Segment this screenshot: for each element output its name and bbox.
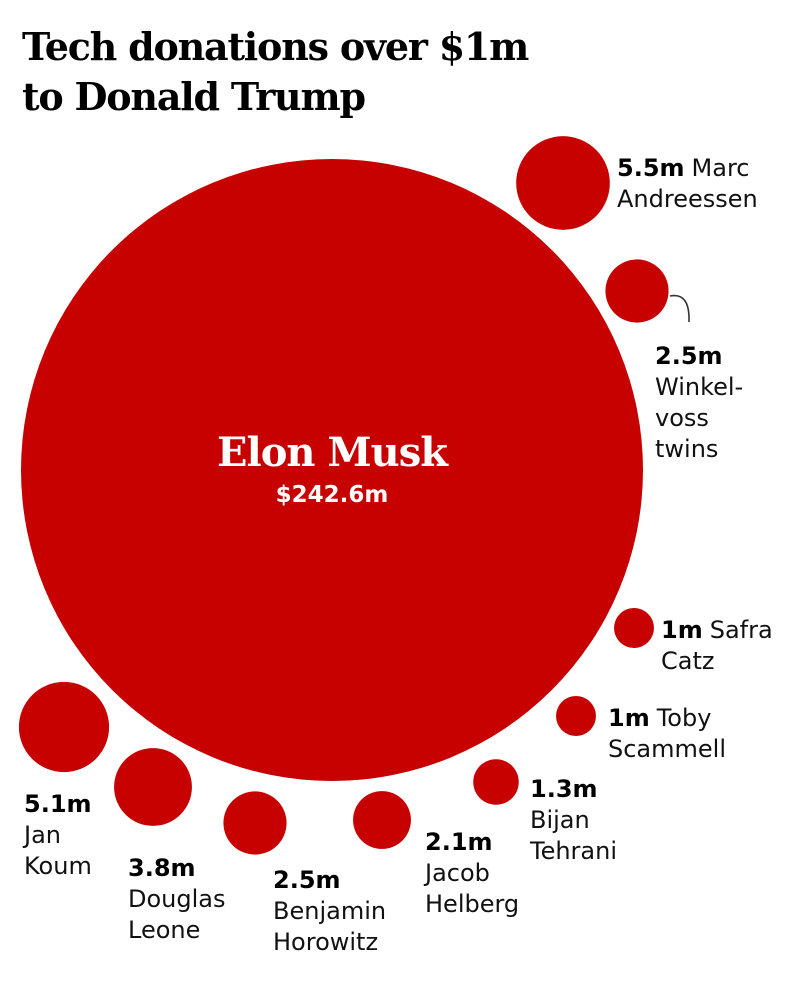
bubble-label-name-douglas-leone: Leone bbox=[128, 916, 200, 944]
bubble-label-jan-koum: 5.1m Jan Koum bbox=[22, 790, 92, 880]
bubble-label-amount-marc-andreessen: 5.5m bbox=[617, 154, 685, 182]
bubble-label-amount-bijan-tehrani: 1.3m bbox=[530, 775, 598, 803]
bubble-label-name-marc-andreessen: Marc bbox=[692, 154, 750, 182]
bubble-douglas-leone bbox=[114, 748, 192, 826]
title-line-1: Tech donations over $1m bbox=[22, 24, 529, 69]
bubble-label-name-bijan-tehrani: Bijan bbox=[530, 806, 590, 834]
bubble-label-name-elon-musk: Elon Musk bbox=[217, 429, 449, 476]
leader-line-winklevoss-twins bbox=[669, 294, 690, 323]
bubble-label-amount-jacob-helberg: 2.1m bbox=[425, 828, 493, 856]
bubble-jacob-helberg bbox=[353, 791, 411, 849]
bubble-safra-catz bbox=[614, 608, 654, 648]
bubble-label-amount-toby-scammell: 1m bbox=[608, 704, 650, 732]
bubble-label-jacob-helberg: 2.1m Jacob Helberg bbox=[423, 828, 519, 918]
bubble-label-name-jan-koum: Koum bbox=[24, 852, 92, 880]
bubble-elon-musk bbox=[21, 159, 643, 781]
bubble-marc-andreessen bbox=[516, 136, 610, 230]
bubble-label-name-safra-catz: Safra bbox=[710, 616, 773, 644]
chart-title: Tech donations over $1m to Donald Trump bbox=[22, 22, 529, 122]
bubble-label-name-jan-koum: Jan bbox=[22, 821, 61, 849]
bubble-label-safra-catz: 1m Safra Catz bbox=[661, 616, 773, 675]
title-line-2: to Donald Trump bbox=[22, 74, 366, 119]
bubble-label-benjamin-horowitz: 2.5m Benjamin Horowitz bbox=[273, 866, 386, 956]
bubble-label-amount-elon-musk: $242.6m bbox=[276, 482, 389, 508]
bubble-label-name-winklevoss-twins: voss bbox=[655, 404, 709, 432]
bubble-label-toby-scammell: 1m Toby Scammell bbox=[608, 704, 726, 763]
bubble-label-amount-douglas-leone: 3.8m bbox=[128, 854, 196, 882]
bubble-label-winklevoss-twins: 2.5m Winkel-voss twins bbox=[655, 342, 743, 463]
bubble-toby-scammell bbox=[556, 696, 596, 736]
bubble-label-name-safra-catz: Catz bbox=[661, 647, 714, 675]
bubble-label-name-marc-andreessen: Andreessen bbox=[617, 185, 758, 213]
bubble-label-amount-safra-catz: 1m bbox=[661, 616, 703, 644]
bubble-label-bijan-tehrani: 1.3m Bijan Tehrani bbox=[529, 775, 617, 865]
bubble-label-name-bijan-tehrani: Tehrani bbox=[529, 837, 617, 865]
bubble-winklevoss-twins bbox=[605, 259, 669, 323]
bubble-label-name-jacob-helberg: Helberg bbox=[425, 890, 519, 918]
bubble-label-name-jacob-helberg: Jacob bbox=[423, 859, 490, 887]
bubble-benjamin-horowitz bbox=[223, 791, 287, 855]
bubble-bijan-tehrani bbox=[473, 759, 519, 805]
bubble-label-amount-benjamin-horowitz: 2.5m bbox=[273, 866, 341, 894]
bubble-label-amount-winklevoss-twins: 2.5m bbox=[655, 342, 723, 370]
bubble-label-name-benjamin-horowitz: Horowitz bbox=[273, 928, 378, 956]
bubble-label-amount-jan-koum: 5.1m bbox=[24, 790, 92, 818]
bubble-label-douglas-leone: 3.8m Douglas Leone bbox=[128, 854, 226, 944]
bubble-label-name-benjamin-horowitz: Benjamin bbox=[273, 897, 386, 925]
bubble-label-name-winklevoss-twins: Winkel- bbox=[655, 373, 743, 401]
bubble-jan-koum bbox=[18, 681, 110, 773]
bubble-label-name-toby-scammell: Scammell bbox=[608, 735, 726, 763]
bubble-label-marc-andreessen: 5.5m Marc Andreessen bbox=[617, 154, 758, 213]
bubble-label-name-douglas-leone: Douglas bbox=[128, 885, 226, 913]
bubble-label-name-toby-scammell: Toby bbox=[656, 704, 712, 732]
bubble-label-name-winklevoss-twins: twins bbox=[655, 435, 718, 463]
